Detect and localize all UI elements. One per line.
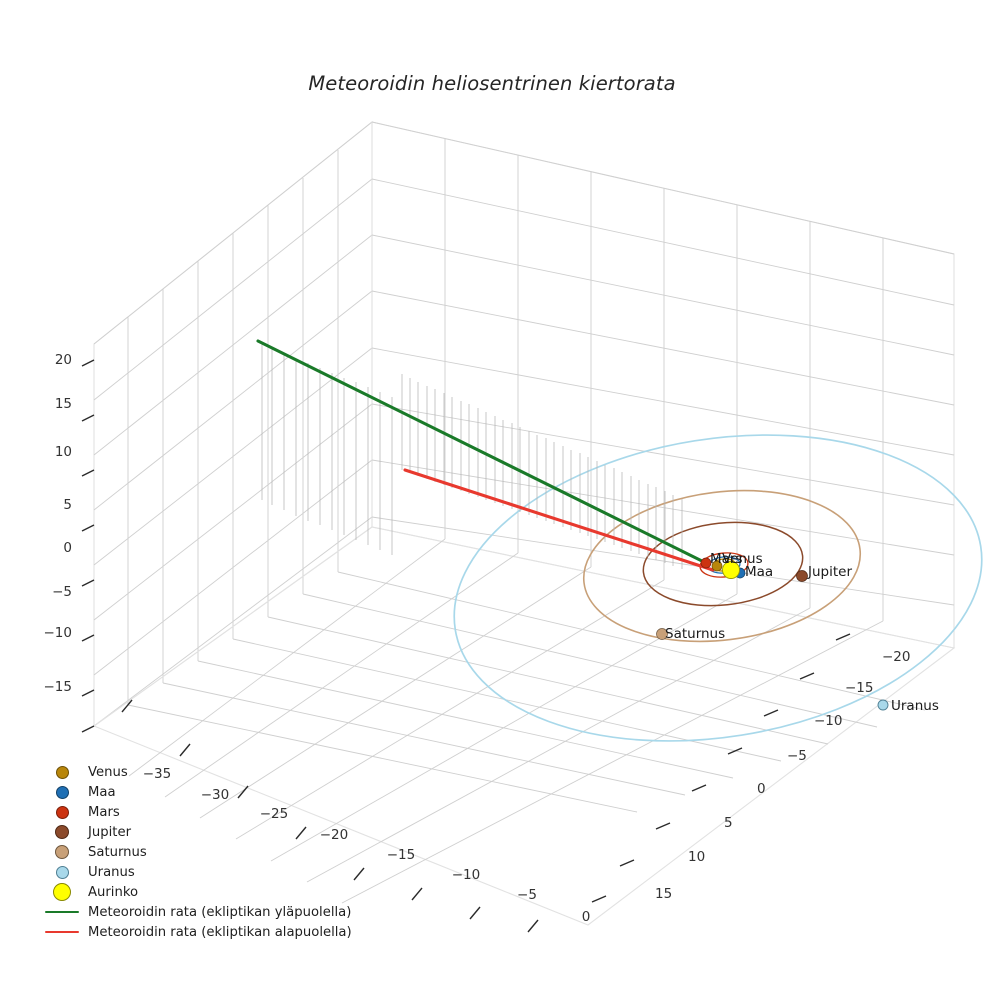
marker-uranus <box>877 699 889 711</box>
x-tick-label: 0 <box>581 909 591 925</box>
legend-label: Meteoroidin rata (ekliptikan yläpuolella… <box>88 904 352 920</box>
uranus-marker-icon <box>42 865 82 879</box>
y-tick-label: 5 <box>724 815 733 831</box>
z-tick-label: 20 <box>54 352 72 368</box>
legend-label: Uranus <box>88 864 135 880</box>
jupiter-label: Jupiter <box>808 564 853 580</box>
legend-item-trajectory-below[interactable]: Meteoroidin rata (ekliptikan alapuolella… <box>42 922 352 942</box>
y-tick-label: 10 <box>688 849 706 865</box>
meteoroid-trajectories <box>256 339 715 572</box>
z-tick-label: 5 <box>63 497 72 513</box>
planet-markers <box>656 557 889 711</box>
chart-title: Meteoroidin heliosentrinen kiertorata <box>308 72 676 95</box>
mars-label: Mars <box>710 551 743 567</box>
aurinko-marker-icon <box>42 883 82 901</box>
orbit-saturnus <box>582 489 862 643</box>
legend-item-venus[interactable]: Venus <box>42 762 352 782</box>
y-tick-label: −10 <box>814 713 843 729</box>
legend-item-maa[interactable]: Maa <box>42 782 352 802</box>
legend-label: Maa <box>88 784 116 800</box>
x-tick-label: −5 <box>517 887 537 903</box>
z-tick-label: −10 <box>43 625 73 641</box>
trajectory-above-ecliptic <box>256 339 708 565</box>
legend-label: Jupiter <box>88 824 131 840</box>
uranus-label: Uranus <box>891 698 939 714</box>
legend-item-aurinko[interactable]: Aurinko <box>42 882 352 902</box>
legend-item-uranus[interactable]: Uranus <box>42 862 352 882</box>
z-tick-label: −5 <box>52 584 72 600</box>
x-tick-label: −30 <box>200 787 230 803</box>
orbit-uranus <box>453 434 983 742</box>
legend-item-jupiter[interactable]: Jupiter <box>42 822 352 842</box>
marker-saturnus <box>656 628 668 640</box>
marker-mars <box>700 557 712 569</box>
z-tick-label: 10 <box>54 444 72 460</box>
y-tick-label: 15 <box>655 886 673 902</box>
venus-label: Venus <box>722 551 763 567</box>
legend-label: Saturnus <box>88 844 147 860</box>
maa-marker-icon <box>42 785 82 799</box>
x-tick-label: −10 <box>451 867 481 883</box>
z-tick-label: 15 <box>54 396 72 412</box>
y-tick-label: −20 <box>882 649 911 665</box>
green-line-icon <box>42 910 82 914</box>
axis-ticks <box>81 359 851 933</box>
z-tick-label: 0 <box>63 540 72 556</box>
saturnus-marker-icon <box>42 845 82 859</box>
x-tick-label: −20 <box>319 827 349 843</box>
mars-marker-icon <box>42 805 82 819</box>
marker-aurinko <box>722 561 740 579</box>
red-line-icon <box>42 930 82 934</box>
venus-marker-icon <box>42 765 82 779</box>
x-tick-label: −25 <box>259 806 289 822</box>
marker-venus <box>711 560 723 572</box>
x-tick-label: −15 <box>386 847 416 863</box>
legend-label: Venus <box>88 764 128 780</box>
legend: Venus Maa Mars Jupiter Saturnus <box>42 762 352 942</box>
trajectory-droplines <box>261 344 683 569</box>
maa-label: Maa <box>745 564 774 580</box>
y-tick-label: −5 <box>787 748 807 764</box>
orbit-jupiter <box>642 521 804 607</box>
trajectory-below-ecliptic <box>403 468 715 572</box>
x-tick-label: −35 <box>142 766 172 782</box>
y-tick-label: 0 <box>757 781 766 797</box>
legend-label: Mars <box>88 804 120 820</box>
legend-label: Meteoroidin rata (ekliptikan alapuolella… <box>88 924 352 940</box>
y-tick-label: −15 <box>845 680 874 696</box>
legend-item-mars[interactable]: Mars <box>42 802 352 822</box>
legend-label: Aurinko <box>88 884 139 900</box>
z-tick-label: −15 <box>43 679 73 695</box>
grid-walls <box>92 120 956 926</box>
legend-item-trajectory-above[interactable]: Meteoroidin rata (ekliptikan yläpuolella… <box>42 902 352 922</box>
legend-item-saturnus[interactable]: Saturnus <box>42 842 352 862</box>
planet-orbits <box>453 434 983 742</box>
saturnus-label: Saturnus <box>665 626 726 642</box>
marker-jupiter <box>796 570 808 582</box>
jupiter-marker-icon <box>42 825 82 839</box>
